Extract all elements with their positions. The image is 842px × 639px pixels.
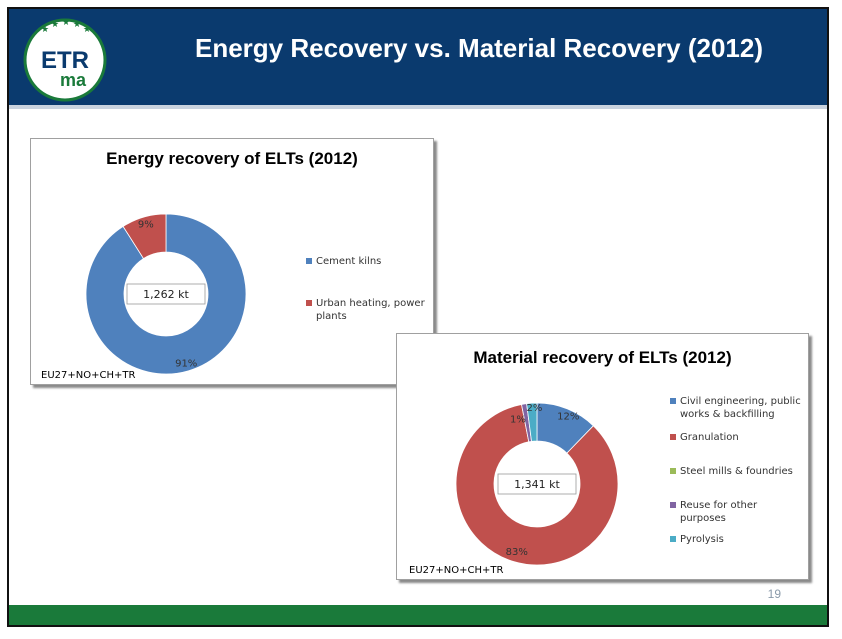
legend-item: Cement kilns — [306, 255, 381, 268]
slice-data-label: 2% — [527, 403, 543, 414]
donut-chart: 12% 83% 1%2% 1,341 kt — [455, 402, 619, 566]
legend-item: Civil engineering, public works & backfi… — [670, 395, 806, 421]
legend-swatch — [306, 300, 312, 306]
legend-label: Granulation — [680, 432, 739, 443]
slice-data-label: 1% — [510, 414, 526, 425]
legend-item: Pyrolysis — [670, 533, 724, 546]
donut-chart: 91% 9% 1,262 kt — [85, 213, 247, 375]
svg-text:★: ★ — [73, 20, 81, 30]
footer-bar — [9, 605, 827, 625]
legend-item: Reuse for other purposes — [670, 499, 806, 525]
slice-data-label: 83% — [506, 547, 528, 558]
svg-text:★: ★ — [83, 25, 91, 35]
slice-data-label: 9% — [138, 219, 154, 230]
chart-title: Material recovery of ELTs (2012) — [473, 348, 732, 367]
legend-label: Urban heating, power plants — [316, 298, 425, 322]
legend-label: Reuse for other purposes — [680, 500, 758, 524]
legend-label: Pyrolysis — [680, 534, 724, 545]
legend-swatch — [306, 258, 312, 264]
center-label: 1,341 kt — [514, 478, 560, 491]
page-number: 19 — [767, 587, 781, 601]
svg-text:★: ★ — [41, 25, 49, 35]
pie-slice — [455, 404, 619, 566]
legend-label: Cement kilns — [316, 256, 382, 267]
region-note: EU27+NO+CH+TR — [41, 370, 136, 381]
legend-label: Civil engineering, public works & backfi… — [680, 396, 801, 420]
legend-swatch — [670, 536, 676, 542]
legend-swatch — [670, 398, 676, 404]
energy-recovery-chart: Energy recovery of ELTs (2012) 91% 9% 1,26… — [30, 138, 434, 385]
legend-item: Urban heating, power plants — [306, 297, 431, 323]
center-label: 1,262 kt — [143, 288, 189, 301]
logo-text-top: ETR — [41, 47, 89, 74]
slide: ★ ★ ★ ★ ★ ETR ma Energy Recovery vs. Mat… — [7, 7, 829, 627]
legend-item: Granulation — [670, 431, 739, 444]
slice-data-label: 12% — [557, 412, 579, 423]
region-note: EU27+NO+CH+TR — [409, 565, 504, 576]
material-recovery-chart: Material recovery of ELTs (2012) 12% 83% 1… — [396, 333, 809, 580]
legend-swatch — [670, 434, 676, 440]
legend-swatch — [670, 468, 676, 474]
svg-text:★: ★ — [51, 20, 59, 30]
svg-text:★: ★ — [62, 18, 70, 28]
center-label-box — [126, 283, 206, 305]
slice-data-label: 91% — [175, 359, 197, 370]
legend-label: Steel mills & foundries — [680, 466, 793, 477]
header-bar: ★ ★ ★ ★ ★ ETR ma Energy Recovery vs. Mat… — [9, 9, 827, 109]
pie-slice — [526, 402, 538, 442]
chart-title: Energy recovery of ELTs (2012) — [106, 149, 358, 168]
legend-item: Steel mills & foundries — [670, 465, 793, 478]
pie-slice — [85, 213, 247, 375]
etrma-logo: ★ ★ ★ ★ ★ ETR ma — [23, 18, 107, 102]
pie-slice — [122, 213, 167, 260]
center-label-box — [497, 473, 577, 495]
logo-text-bottom: ma — [60, 70, 87, 90]
page-title: Energy Recovery vs. Material Recovery (2… — [195, 33, 763, 63]
legend-swatch — [670, 502, 676, 508]
